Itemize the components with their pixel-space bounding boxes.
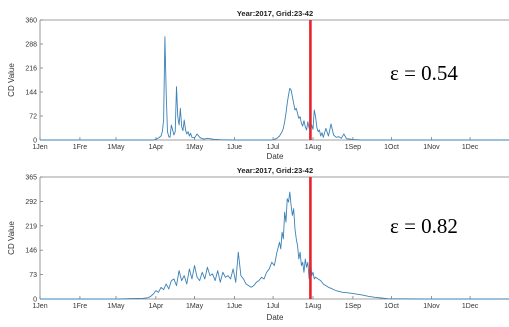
epsilon-annotation: ε = 0.54 bbox=[390, 61, 458, 85]
x-tick-label: 1Nov bbox=[423, 144, 440, 151]
x-ticks-top: 1Jen 1Fre 1May 1Apr 1May 1Jue 1Jul 1Aug 1Sep 1Oct… bbox=[32, 137, 479, 151]
x-ticks-bottom: 1Jen 1Fre 1May 1Apr 1May 1Jue 1Jul 1Aug 1Sep 1Oct… bbox=[32, 296, 479, 310]
x-tick-label: 1Aug bbox=[305, 303, 321, 310]
y-tick-label: 219 bbox=[25, 223, 37, 230]
x-tick-label: 1Oct bbox=[384, 144, 399, 151]
x-tick-label: 1Nov bbox=[423, 303, 440, 310]
x-tick-label: 1Fre bbox=[73, 303, 88, 310]
y-tick-label: 360 bbox=[25, 18, 37, 25]
x-tick-label: 1Sep bbox=[345, 144, 361, 151]
series-group-bottom bbox=[40, 191, 509, 300]
y-ticks-top: 0 72 144 216 288 360 bbox=[25, 18, 43, 145]
x-tick-label: 1Apr bbox=[148, 303, 163, 310]
x-tick-label: 1Oct bbox=[384, 303, 399, 310]
x-tick-label: 1Jen bbox=[32, 303, 47, 310]
y-tick-label: 0 bbox=[33, 138, 37, 145]
y-tick-label: 0 bbox=[33, 297, 37, 304]
y-tick-label: 73 bbox=[29, 272, 37, 279]
x-tick-label: 1Sep bbox=[345, 303, 361, 310]
y-tick-label: 365 bbox=[25, 175, 37, 182]
chart-title: Year:2017, Grid:23-42 bbox=[237, 9, 313, 18]
y-tick-label: 292 bbox=[25, 199, 37, 206]
x-tick-label: 1May bbox=[186, 303, 204, 310]
x-tick-label: 1Aug bbox=[305, 144, 321, 151]
x-tick-label: 1Dec bbox=[462, 144, 479, 151]
x-tick-label: 1Jue bbox=[227, 144, 242, 151]
epsilon-annotation: ε = 0.82 bbox=[390, 214, 458, 238]
x-tick-label: 1Jul bbox=[267, 303, 280, 310]
x-tick-label: 1Fre bbox=[73, 144, 88, 151]
x-axis-label: Date bbox=[267, 152, 284, 161]
chart-title: Year:2017, Grid:23-42 bbox=[237, 166, 313, 175]
y-tick-label: 216 bbox=[25, 66, 37, 73]
x-axis-label: Date bbox=[267, 313, 284, 322]
x-tick-label: 1Jue bbox=[227, 303, 242, 310]
x-tick-label: 1May bbox=[107, 144, 125, 151]
y-tick-label: 72 bbox=[29, 114, 37, 121]
y-axis-label: CD Value bbox=[7, 221, 16, 255]
series-line bbox=[40, 36, 509, 141]
x-tick-label: 1May bbox=[107, 303, 125, 310]
y-tick-label: 288 bbox=[25, 42, 37, 49]
y-axis-label: CD Value bbox=[7, 63, 16, 97]
x-tick-label: 1Apr bbox=[148, 144, 163, 151]
y-ticks-bottom: 0 73 146 219 292 365 bbox=[25, 175, 43, 304]
chart-panel-top: Year:2017, Grid:23-42 0 72 144 216 288 360 1J… bbox=[7, 9, 509, 161]
x-tick-label: 1May bbox=[186, 144, 204, 151]
y-tick-label: 146 bbox=[25, 248, 37, 255]
chart-panel-bottom: Year:2017, Grid:23-42 0 73 146 219 292 365 1J… bbox=[7, 166, 509, 322]
x-tick-label: 1Jul bbox=[267, 144, 280, 151]
series-group-top bbox=[40, 36, 509, 141]
x-tick-label: 1Dec bbox=[462, 303, 479, 310]
y-tick-label: 144 bbox=[25, 90, 37, 97]
series-line bbox=[40, 191, 509, 300]
x-tick-label: 1Jen bbox=[32, 144, 47, 151]
